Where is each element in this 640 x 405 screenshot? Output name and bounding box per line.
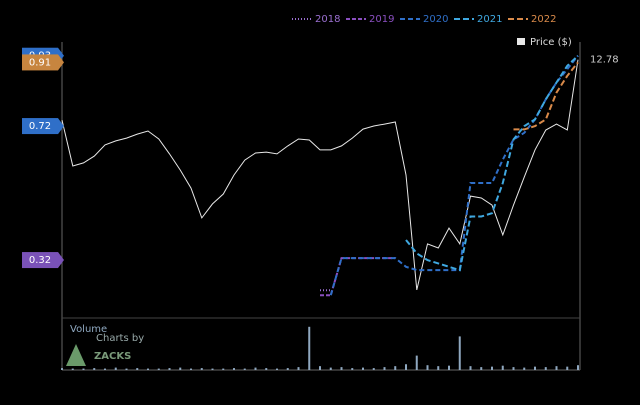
volume-bar — [383, 367, 386, 370]
consensus-line — [320, 257, 396, 297]
badge-label: 0.32 — [29, 255, 51, 266]
consensus-line — [405, 54, 579, 272]
volume-bar — [190, 368, 192, 370]
volume-bar — [480, 367, 483, 370]
volume-bar — [136, 368, 139, 370]
volume-bar — [544, 367, 547, 370]
legend-label: 2018 — [315, 14, 340, 25]
volume-bar — [61, 368, 63, 370]
consensus-line — [513, 61, 579, 131]
volume-bar — [512, 367, 515, 370]
legend-label: 2021 — [477, 14, 502, 25]
volume-bar — [308, 326, 311, 370]
badge-pointer — [58, 252, 64, 269]
volume-bar — [555, 366, 558, 370]
consensus-line — [329, 55, 579, 296]
volume-bar — [491, 366, 493, 370]
volume-title: Volume — [70, 324, 107, 335]
legend-swatch — [517, 38, 525, 45]
volume-bar — [415, 355, 418, 370]
volume-bar — [577, 365, 579, 370]
volume-bar — [319, 366, 321, 370]
legend-label: 2020 — [423, 14, 448, 25]
volume-bar — [501, 365, 504, 370]
brand: ZACKS — [94, 351, 131, 362]
price-label: 12.78 — [590, 55, 619, 66]
volume-bar — [82, 368, 85, 370]
volume-bar — [469, 366, 472, 370]
volume-bar — [265, 368, 268, 370]
price-line — [61, 59, 579, 291]
volume-bar — [340, 367, 343, 370]
volume-bar — [157, 368, 160, 370]
volume-bar — [168, 368, 171, 370]
value-badge — [22, 252, 58, 269]
credit: Charts by — [96, 333, 144, 344]
volume-bar — [448, 365, 450, 370]
volume-bar — [566, 366, 569, 370]
legend-label: 2019 — [369, 14, 394, 25]
value-badge — [22, 54, 58, 71]
volume-bar — [93, 368, 96, 370]
volume-bar — [329, 367, 332, 370]
volume-bar — [351, 368, 354, 370]
volume-bar — [286, 368, 289, 370]
volume-bar — [211, 368, 214, 370]
volume-bar — [372, 368, 375, 370]
volume-bar — [276, 368, 278, 370]
badge-label: 0.91 — [29, 57, 51, 68]
badge-label: 0.72 — [29, 121, 51, 132]
volume-bar — [534, 366, 536, 370]
volume-bar — [458, 336, 461, 370]
volume-bar — [523, 367, 526, 370]
zacks-logo — [66, 344, 86, 366]
volume-bar — [147, 368, 149, 370]
volume-bar — [243, 368, 246, 370]
legend-label: 2022 — [531, 14, 556, 25]
badge-pointer — [58, 118, 64, 135]
volume-bar — [426, 365, 429, 370]
volume-bar — [114, 367, 117, 370]
volume-bar — [405, 364, 407, 370]
legend-label: Price ($) — [530, 37, 572, 48]
volume-bar — [254, 367, 257, 370]
volume-bar — [437, 366, 440, 370]
volume-bar — [125, 368, 128, 370]
volume-bar — [222, 368, 225, 370]
volume-bar — [104, 368, 106, 370]
value-badge — [22, 118, 58, 135]
volume-bar — [200, 368, 203, 370]
volume-bar — [362, 367, 364, 370]
volume-bar — [233, 368, 235, 370]
volume-bar — [394, 366, 397, 370]
volume-bar — [297, 367, 300, 370]
volume-bar — [179, 367, 182, 370]
volume-bar — [71, 368, 74, 370]
badge-pointer — [58, 54, 64, 71]
